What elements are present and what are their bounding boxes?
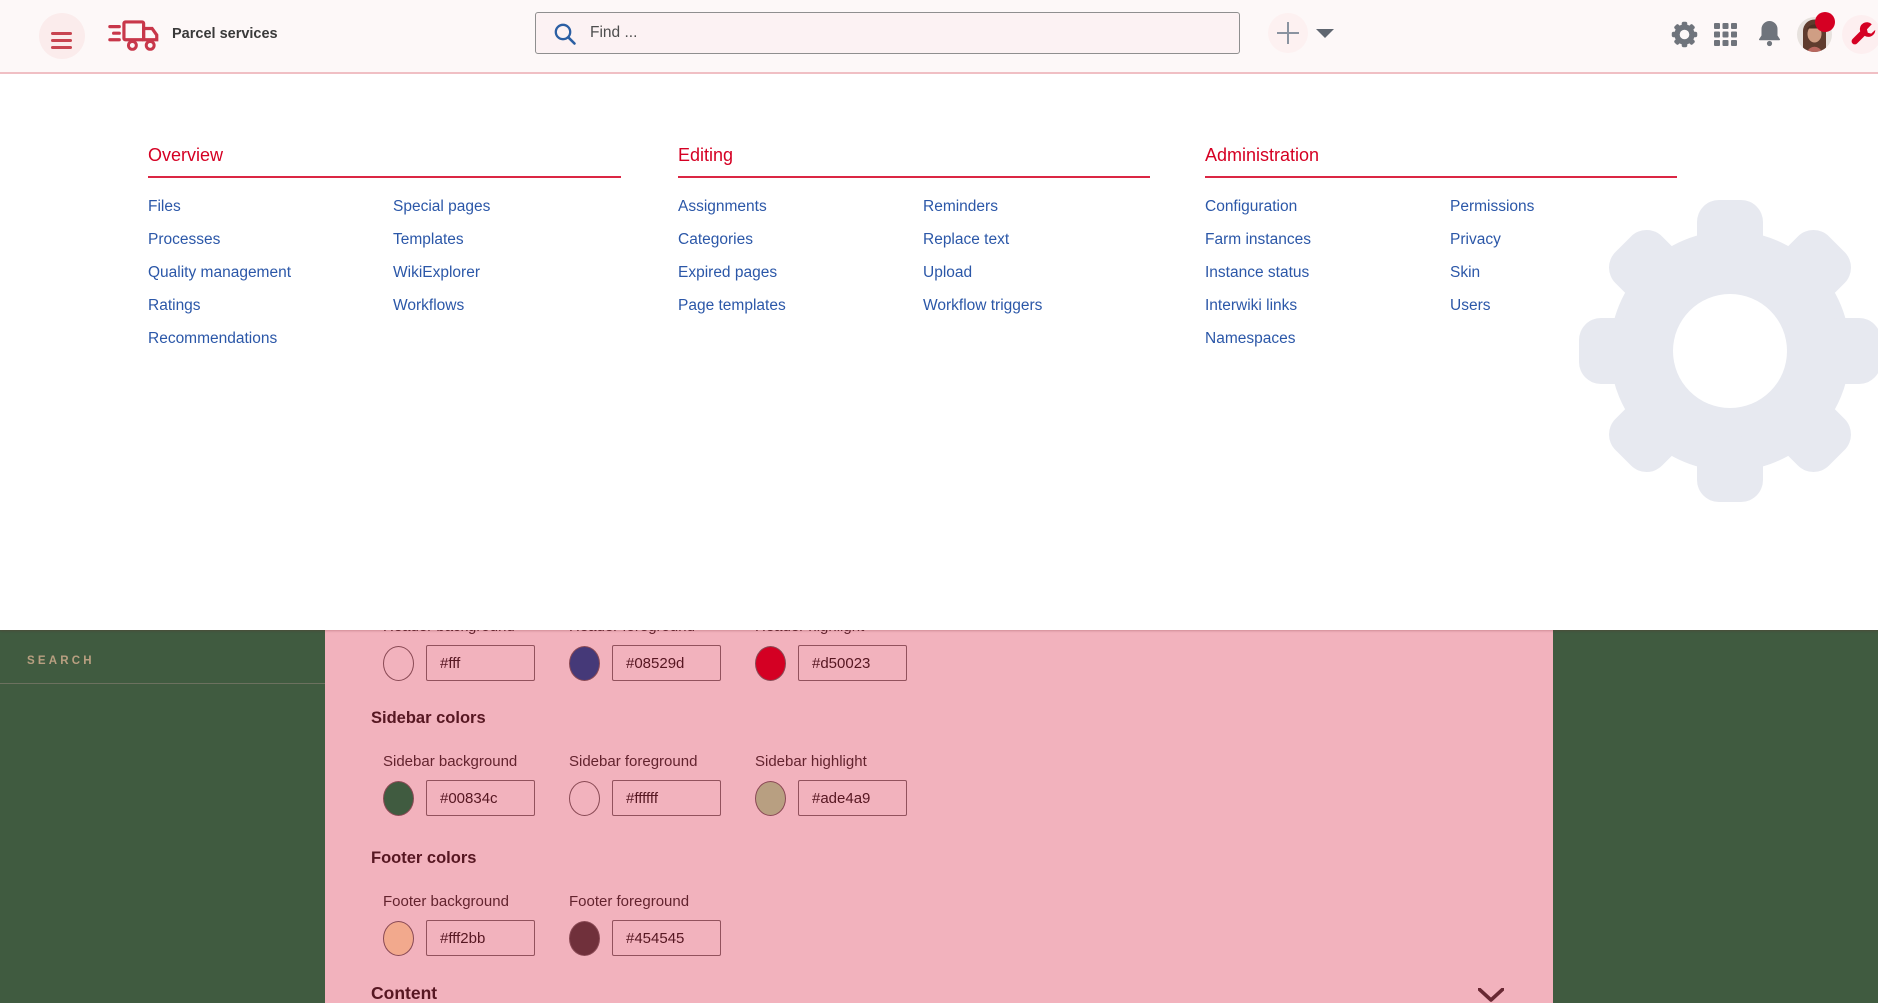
menu-link[interactable]: Templates — [393, 231, 464, 248]
top-bar: Parcel services — [0, 0, 1878, 72]
color-field: Sidebar background — [383, 753, 537, 816]
grid-icon[interactable] — [1714, 23, 1737, 46]
menu-link-list: Permissions Privacy Skin Users — [1450, 190, 1677, 355]
logo-text[interactable]: Parcel services — [172, 26, 278, 42]
menu-link[interactable]: Configuration — [1205, 198, 1298, 215]
menu-link-list: Reminders Replace text Upload Workflow trig… — [923, 190, 1150, 322]
section-underline — [678, 176, 1150, 178]
color-field-label: Sidebar foreground — [569, 753, 698, 770]
chevron-down-icon[interactable] — [1478, 988, 1504, 1002]
menu-section-editing: Editing Assignments Categories Expired pag… — [678, 144, 1150, 322]
admin-tools-button[interactable] — [1842, 15, 1878, 54]
color-swatch[interactable] — [383, 920, 414, 956]
menu-link[interactable]: Interwiki links — [1205, 297, 1298, 314]
menu-link[interactable]: WikiExplorer — [393, 264, 480, 281]
search-icon — [554, 23, 576, 45]
menu-link[interactable]: Recommendations — [148, 330, 278, 347]
section-underline — [148, 176, 621, 178]
search-input[interactable] — [588, 13, 1218, 53]
footer-colors-fields: Footer background Footer foreground — [383, 893, 723, 956]
color-swatch[interactable] — [569, 645, 600, 681]
color-field: Sidebar highlight — [755, 753, 909, 816]
color-field-label: Footer foreground — [569, 893, 690, 910]
menu-link[interactable]: Workflows — [393, 297, 465, 314]
color-swatch[interactable] — [569, 920, 600, 956]
menu-link[interactable]: Expired pages — [678, 264, 778, 281]
color-hex-input[interactable] — [426, 780, 535, 816]
sidebar-colors-fields: Sidebar background Sidebar foreground — [383, 753, 909, 816]
menu-link[interactable]: Page templates — [678, 297, 786, 314]
truck-logo-icon[interactable] — [108, 17, 168, 55]
menu-section-title: Overview — [148, 145, 224, 165]
menu-link[interactable]: Namespaces — [1205, 330, 1296, 347]
color-field: Header background — [383, 618, 537, 681]
menu-link[interactable]: Reminders — [923, 198, 998, 215]
sidebar-divider — [0, 683, 325, 684]
color-swatch[interactable] — [569, 780, 600, 816]
menu-section-administration: Administration Configuration Farm instanc… — [1205, 144, 1677, 355]
hamburger-icon — [51, 32, 72, 35]
menu-link[interactable]: Skin — [1450, 264, 1481, 281]
color-swatch[interactable] — [383, 780, 414, 816]
menu-section-overview: Overview Files Processes Quality managemen… — [148, 144, 621, 355]
color-field-label: Sidebar background — [383, 753, 518, 770]
color-field-label: Sidebar highlight — [755, 753, 867, 770]
menu-section-title: Editing — [678, 145, 734, 165]
color-hex-input[interactable] — [798, 645, 907, 681]
color-swatch[interactable] — [755, 780, 786, 816]
content-section-title: Content — [371, 983, 438, 1003]
menu-link-list: Special pages Templates WikiExplorer Workfl… — [393, 190, 620, 355]
menu-link[interactable]: Ratings — [148, 297, 201, 314]
hamburger-menu-button[interactable] — [39, 13, 85, 59]
menu-link[interactable]: Farm instances — [1205, 231, 1311, 248]
notification-badge — [1815, 12, 1835, 32]
sidebar-search-heading: SEARCH — [27, 655, 95, 667]
menu-link[interactable]: Categories — [678, 231, 753, 248]
menu-link-list: Configuration Farm instances Instance stat… — [1205, 190, 1450, 355]
wrench-icon — [1851, 22, 1876, 45]
menu-link[interactable]: Quality management — [148, 264, 292, 281]
color-swatch[interactable] — [383, 645, 414, 681]
color-field: Footer foreground — [569, 893, 723, 956]
menu-link[interactable]: Processes — [148, 231, 221, 248]
sidebar-colors-title: Sidebar colors — [371, 709, 486, 727]
menu-link[interactable]: Permissions — [1450, 198, 1535, 215]
menu-link[interactable]: Upload — [923, 264, 973, 281]
new-page-button[interactable] — [1268, 13, 1308, 53]
color-swatch[interactable] — [755, 645, 786, 681]
menu-link[interactable]: Special pages — [393, 198, 491, 215]
color-field: Sidebar foreground — [569, 753, 723, 816]
color-field-label: Footer background — [383, 893, 509, 910]
menu-link[interactable]: Replace text — [923, 231, 1010, 248]
footer-colors-title: Footer colors — [371, 849, 477, 867]
menu-link[interactable]: Instance status — [1205, 264, 1310, 281]
search-box — [535, 12, 1240, 54]
color-hex-input[interactable] — [798, 780, 907, 816]
color-field: Footer background — [383, 893, 537, 956]
color-hex-input[interactable] — [426, 920, 535, 956]
color-hex-input[interactable] — [612, 920, 721, 956]
menu-link-list: Assignments Categories Expired pages Page t… — [678, 190, 923, 322]
gear-icon[interactable] — [1671, 21, 1698, 48]
content-section-header[interactable]: Content — [371, 983, 1511, 1004]
menu-link[interactable]: Files — [148, 198, 181, 215]
header-colors-fields: Header background Header foreground — [383, 618, 909, 681]
menu-link[interactable]: Assignments — [678, 198, 767, 215]
color-hex-input[interactable] — [612, 645, 721, 681]
menu-link-list: Files Processes Quality management Ratings R… — [148, 190, 393, 355]
menu-section-title: Administration — [1205, 145, 1320, 165]
mega-menu-panel: Overview Files Processes Quality managemen… — [0, 72, 1878, 630]
menu-link[interactable]: Workflow triggers — [923, 297, 1043, 314]
color-hex-input[interactable] — [612, 780, 721, 816]
bell-icon[interactable] — [1757, 19, 1782, 47]
new-page-dropdown-caret[interactable] — [1316, 29, 1334, 38]
color-hex-input[interactable] — [426, 645, 535, 681]
menu-link[interactable]: Privacy — [1450, 231, 1501, 248]
menu-link[interactable]: Users — [1450, 297, 1491, 314]
section-underline — [1205, 176, 1677, 178]
